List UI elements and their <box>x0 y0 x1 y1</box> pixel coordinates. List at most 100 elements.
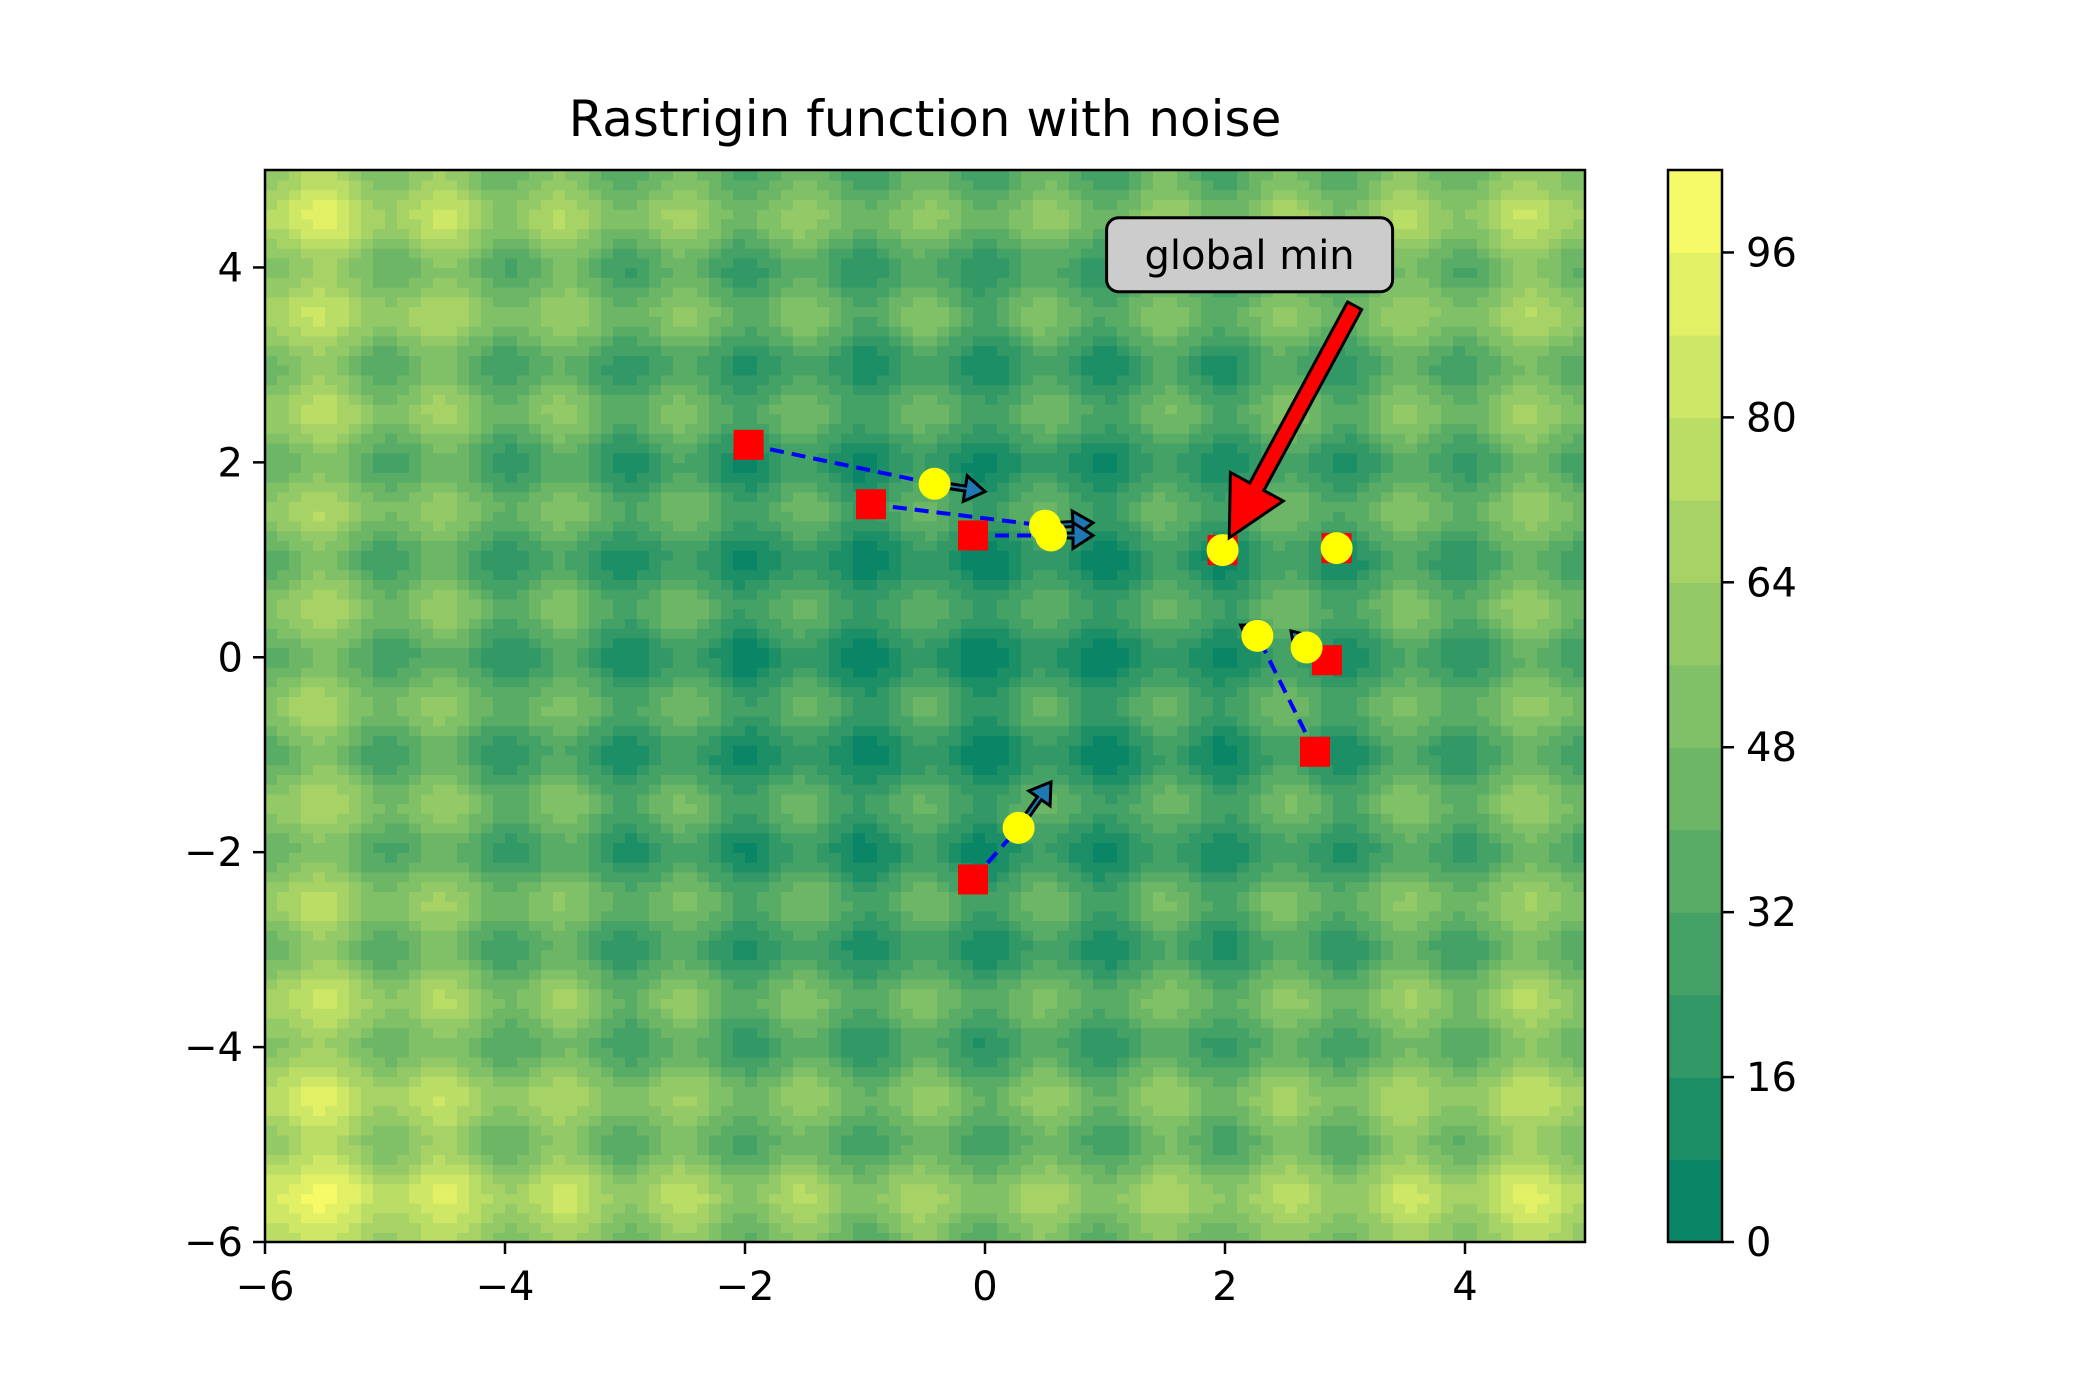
contour-cell <box>601 813 614 824</box>
contour-cell <box>541 803 554 814</box>
contour-cell <box>613 306 626 317</box>
contour-cell <box>517 559 530 571</box>
contour-cell <box>637 335 650 347</box>
contour-cell <box>361 345 374 356</box>
contour-cell <box>481 511 494 522</box>
contour-cell <box>745 520 758 532</box>
contour-cell <box>793 374 806 386</box>
contour-cell <box>577 511 590 522</box>
contour-cell <box>673 744 686 756</box>
contour-cell <box>421 481 434 493</box>
contour-cell <box>337 754 350 766</box>
contour-cell <box>337 218 350 230</box>
contour-cell <box>493 735 506 746</box>
contour-cell <box>745 1134 758 1146</box>
contour-cell <box>805 930 818 941</box>
contour-cell <box>661 978 674 990</box>
contour-cell <box>625 218 638 230</box>
contour-cell <box>469 813 482 824</box>
contour-cell <box>625 910 638 922</box>
contour-cell <box>649 442 662 454</box>
contour-cell <box>613 472 626 483</box>
contour-cell <box>421 374 434 386</box>
contour-cell <box>637 686 650 697</box>
contour-cell <box>601 267 614 278</box>
contour-cell <box>493 316 506 327</box>
contour-cell <box>493 345 506 356</box>
contour-cell <box>673 998 686 1009</box>
contour-cell <box>313 637 326 649</box>
contour-cell <box>385 1066 398 1078</box>
contour-cell <box>553 1105 566 1117</box>
contour-cell <box>613 208 626 220</box>
contour-cell <box>721 842 734 853</box>
contour-cell <box>625 959 638 970</box>
contour-cell <box>349 472 362 483</box>
contour-cell <box>709 189 722 200</box>
contour-cell <box>313 715 326 727</box>
contour-cell <box>529 452 542 464</box>
contour-cell <box>385 1037 398 1048</box>
contour-cell <box>457 744 470 756</box>
contour-cell <box>445 861 458 873</box>
contour-cell <box>529 199 542 210</box>
contour-cell <box>661 1125 674 1136</box>
contour-cell <box>313 1203 326 1214</box>
contour-cell <box>481 969 494 980</box>
contour-cell <box>433 355 446 366</box>
contour-cell <box>553 1222 566 1233</box>
contour-cell <box>373 170 386 181</box>
contour-cell <box>649 1008 662 1019</box>
contour-cell <box>793 618 806 629</box>
contour-cell <box>769 228 782 239</box>
contour-cell <box>337 891 350 902</box>
contour-cell <box>313 1017 326 1029</box>
contour-cell <box>445 355 458 366</box>
contour-cell <box>373 871 386 883</box>
contour-cell <box>313 208 326 220</box>
contour-cell <box>505 1125 518 1136</box>
contour-cell <box>673 852 686 863</box>
contour-cell <box>685 491 698 503</box>
contour-cell <box>457 170 470 181</box>
contour-cell <box>745 939 758 951</box>
contour-cell <box>421 978 434 990</box>
contour-cell <box>481 218 494 230</box>
contour-cell <box>409 1232 422 1242</box>
contour-cell <box>649 472 662 483</box>
contour-cell <box>793 1017 806 1029</box>
contour-cell <box>301 1125 314 1136</box>
contour-cell <box>721 667 734 678</box>
contour-cell <box>625 345 638 356</box>
contour-cell <box>565 861 578 873</box>
contour-cell <box>469 511 482 522</box>
contour-cell <box>625 774 638 785</box>
contour-cell <box>385 277 398 288</box>
contour-cell <box>457 238 470 249</box>
contour-cell <box>697 218 710 230</box>
contour-cell <box>325 384 338 395</box>
contour-cell <box>289 296 302 308</box>
contour-cell <box>613 267 626 278</box>
contour-cell <box>421 910 434 922</box>
contour-cell <box>613 871 626 883</box>
contour-cell <box>565 715 578 727</box>
contour-cell <box>361 520 374 532</box>
contour-cell <box>457 374 470 386</box>
contour-cell <box>565 774 578 785</box>
contour-cell <box>265 403 278 415</box>
contour-cell <box>601 647 614 658</box>
contour-cell <box>505 1144 518 1155</box>
contour-cell <box>517 501 530 512</box>
contour-cell <box>709 267 722 278</box>
contour-cell <box>457 1232 470 1242</box>
contour-cell <box>781 170 794 181</box>
contour-cell <box>697 374 710 386</box>
contour-cell <box>733 589 746 600</box>
contour-cell <box>385 930 398 941</box>
contour-cell <box>349 988 362 1000</box>
contour-cell <box>301 686 314 697</box>
contour-cell <box>589 774 602 785</box>
contour-cell <box>325 433 338 444</box>
contour-cell <box>769 706 782 717</box>
